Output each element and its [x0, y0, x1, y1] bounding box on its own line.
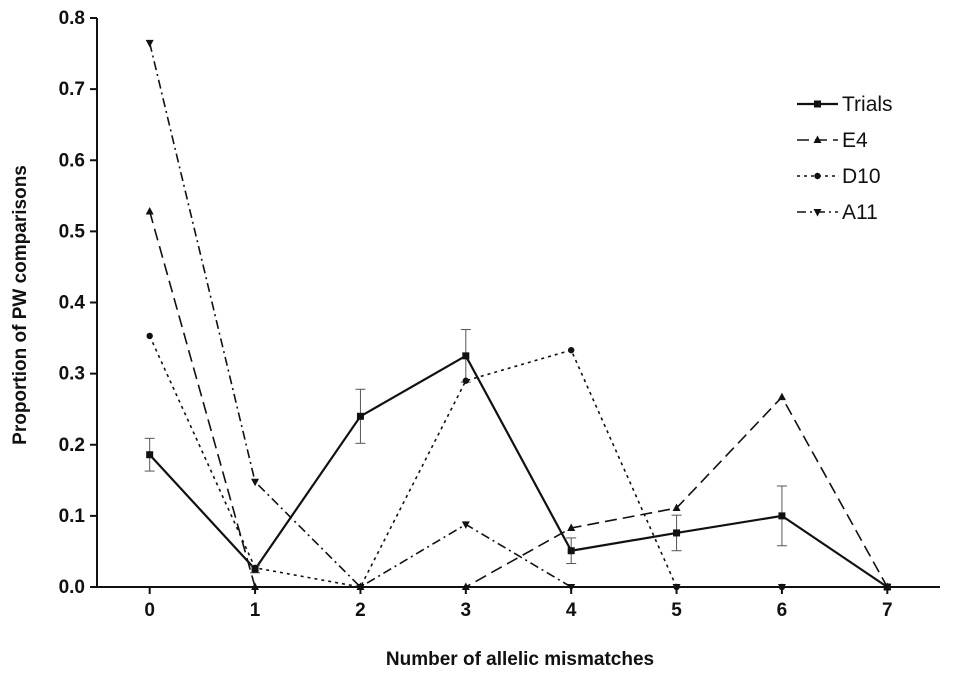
x-axis-title: Number of allelic mismatches	[386, 649, 654, 670]
data-point-e4	[777, 392, 786, 401]
y-tick-label: 0.4	[59, 293, 86, 314]
x-tick-label: 6	[777, 600, 788, 621]
data-point-e4	[672, 503, 681, 512]
data-point-trials	[567, 547, 575, 555]
series-line-trials	[148, 354, 888, 588]
data-point-d10	[251, 564, 259, 571]
legend-label-a11: A11	[842, 201, 878, 224]
series-e4	[145, 206, 892, 590]
x-tick-label: 7	[882, 600, 893, 621]
y-tick-label: 0.7	[59, 79, 85, 100]
series-a11	[145, 39, 892, 592]
data-point-trials	[673, 529, 681, 537]
data-point-e4	[461, 582, 470, 590]
data-point-trials	[356, 412, 364, 420]
data-point-e4	[145, 206, 154, 215]
series-d10	[146, 332, 891, 591]
data-point-d10	[146, 332, 153, 340]
series-line-a11	[148, 42, 888, 589]
data-point-d10	[567, 346, 575, 354]
legend-marker-e4	[813, 135, 822, 143]
y-tick-label: 0.6	[59, 150, 85, 171]
legend-label-d10: D10	[842, 165, 881, 188]
y-tick-label: 0.8	[59, 8, 85, 29]
series-line-e4	[148, 211, 889, 588]
legend: Trials E4 D10 A11	[797, 93, 893, 224]
y-tick-label: 0.5	[59, 221, 86, 242]
x-tick-label: 5	[671, 600, 682, 621]
data-point-e4	[567, 523, 576, 531]
data-point-trials	[778, 512, 786, 520]
data-point-a11	[145, 39, 154, 48]
legend-label-trials: Trials	[842, 93, 893, 116]
data-point-a11	[883, 584, 892, 592]
data-point-a11	[461, 521, 470, 529]
x-tick-label: 1	[250, 600, 261, 621]
y-tick-label: 0.0	[59, 577, 85, 598]
x-tick-label: 0	[144, 600, 155, 621]
data-point-trials	[462, 352, 470, 360]
y-tick-label: 0.1	[59, 506, 86, 527]
series-line-d10	[148, 335, 888, 588]
x-tick-label: 4	[566, 600, 577, 621]
data-point-a11	[567, 584, 576, 592]
data-point-trials	[146, 451, 154, 459]
x-tick-label: 2	[355, 600, 366, 621]
legend-marker-trials	[814, 100, 821, 108]
data-point-a11	[672, 584, 681, 592]
series-layer	[144, 39, 892, 592]
data-point-a11	[356, 584, 365, 592]
data-point-a11	[777, 584, 786, 592]
data-point-a11	[251, 478, 260, 487]
y-tick-label: 0.3	[59, 364, 85, 385]
x-tick-label: 3	[461, 600, 472, 621]
series-trials	[144, 329, 891, 591]
axes: 0.0 0.1 0.2 0.3 0.4 0.5 0.6 0.7 0.8 0 1 2 3 4 5 6 7	[59, 8, 940, 621]
legend-marker-d10	[814, 172, 821, 180]
legend-label-e4: E4	[842, 129, 868, 152]
y-tick-label: 0.2	[59, 435, 85, 456]
data-point-d10	[462, 377, 470, 384]
y-axis-title: Proportion of PW comparisons	[10, 165, 31, 445]
data-point-e4	[251, 582, 260, 590]
legend-marker-a11	[813, 209, 822, 217]
